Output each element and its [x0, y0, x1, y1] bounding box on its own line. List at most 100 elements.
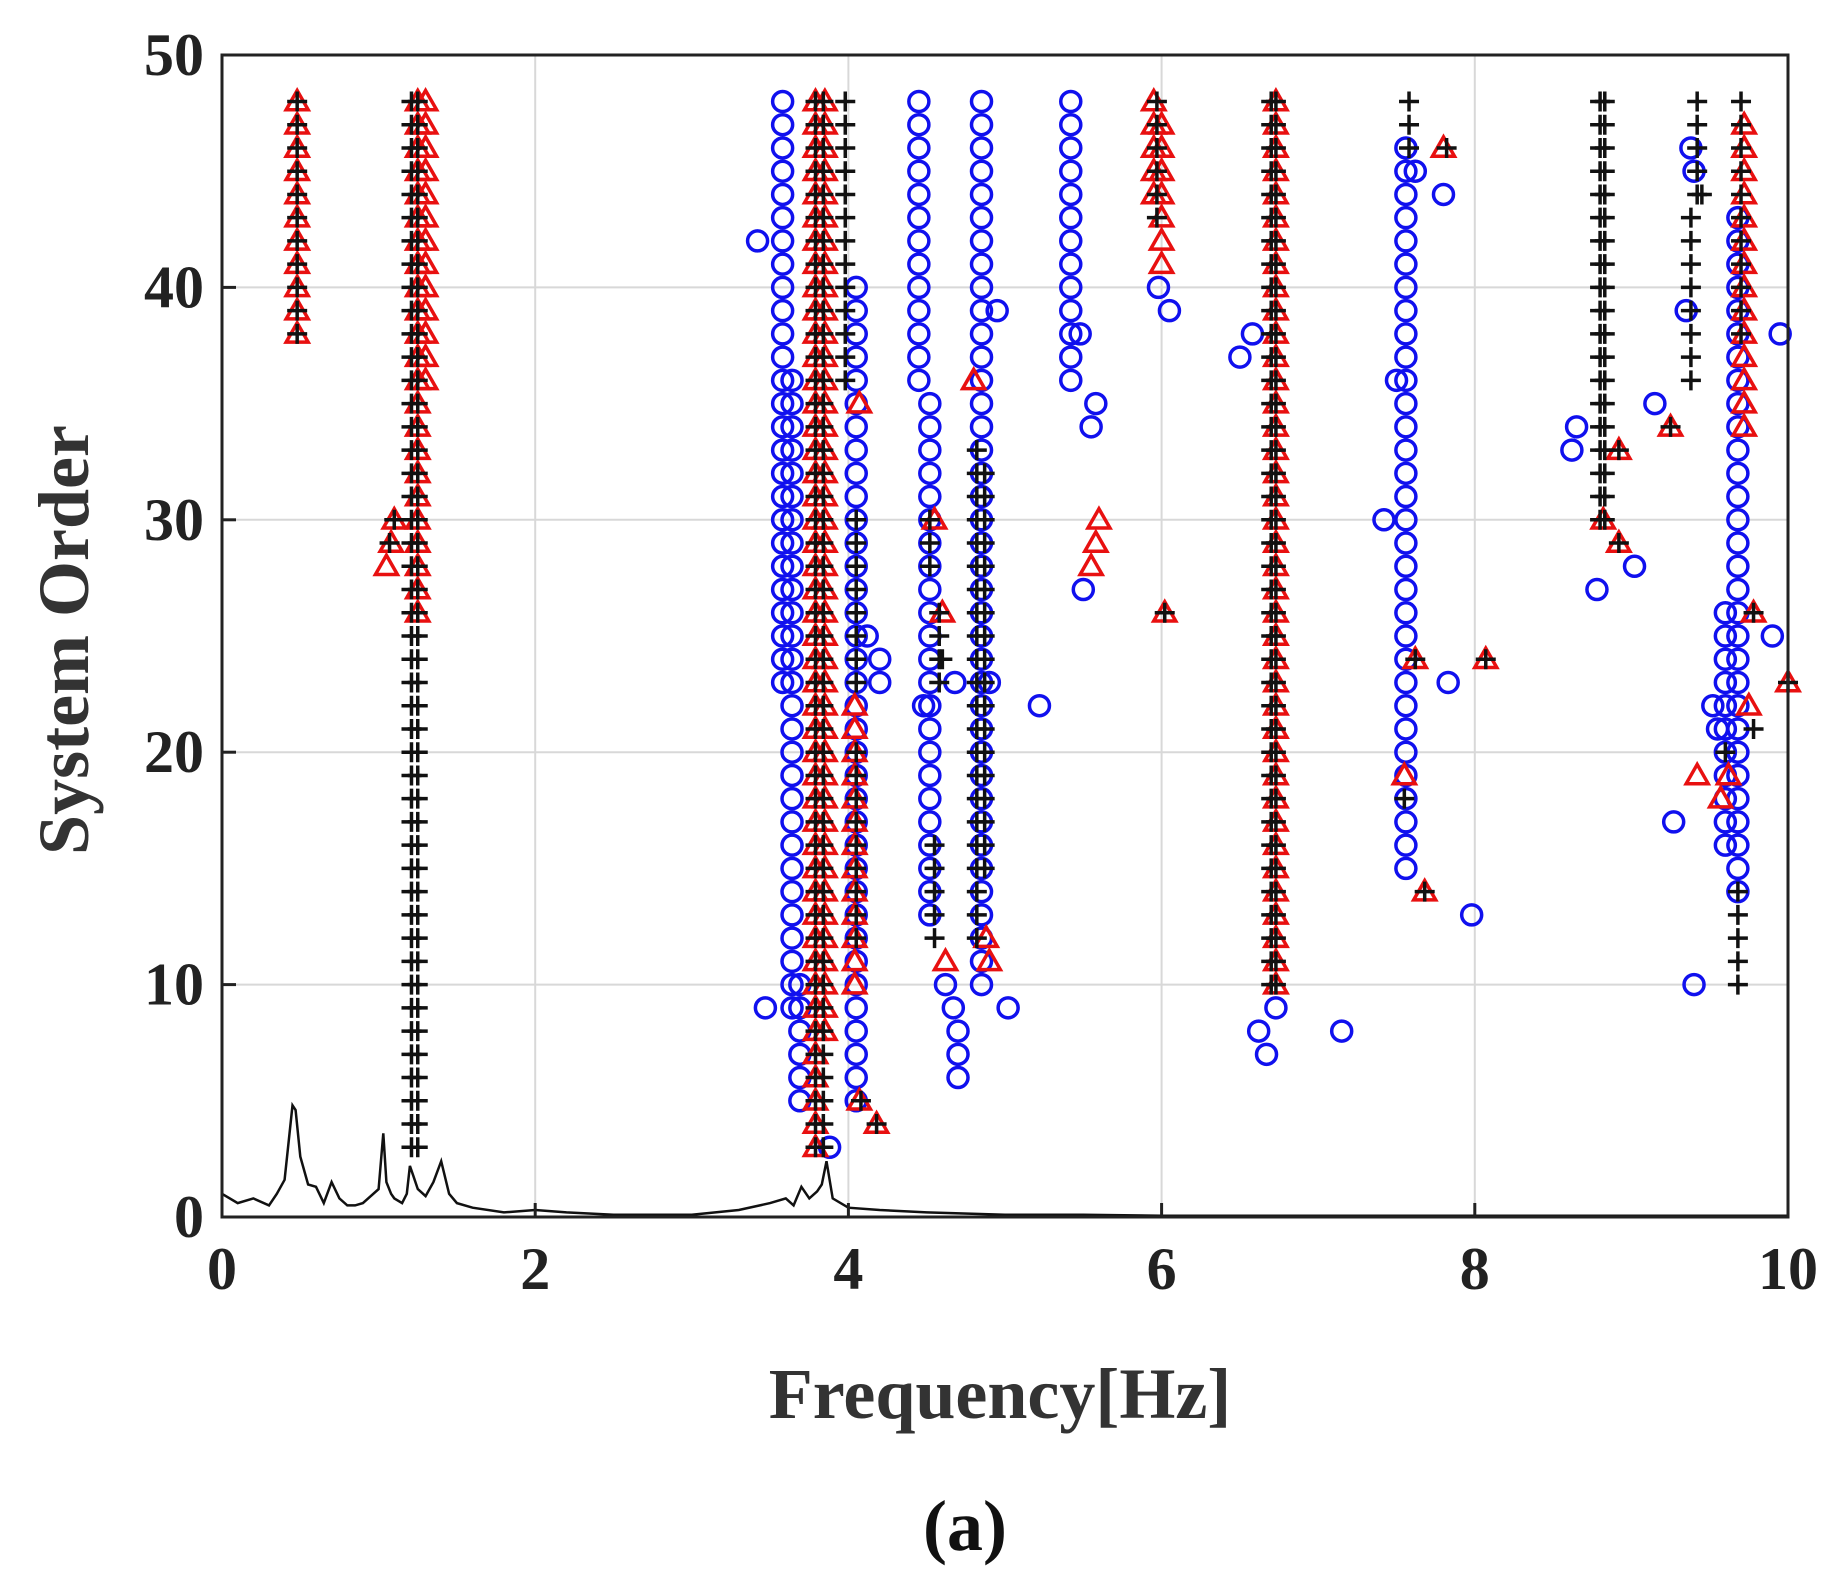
circle-marker: [907, 368, 931, 393]
circle-marker: [1585, 577, 1609, 602]
circle-marker: [1059, 89, 1083, 114]
plus-marker: [1594, 114, 1615, 135]
x-tick-label: 10: [1758, 1236, 1818, 1302]
circle-marker: [1403, 159, 1428, 183]
plus-marker: [813, 509, 834, 530]
plus-marker: [1399, 137, 1420, 158]
y-tick-label: 10: [144, 952, 204, 1018]
plus-marker: [407, 230, 428, 251]
plus-marker: [813, 161, 834, 182]
circle-marker: [1726, 484, 1750, 509]
plus-marker: [813, 765, 834, 786]
circle-marker: [1726, 856, 1750, 881]
circle-marker: [1394, 322, 1418, 346]
circle-marker: [969, 182, 994, 207]
plus-marker: [1727, 951, 1748, 972]
circle-marker: [1726, 531, 1750, 555]
circle-marker: [1059, 112, 1083, 137]
triangle-marker: [840, 691, 869, 716]
circle-marker: [770, 484, 795, 509]
plus-marker: [1660, 416, 1681, 437]
plus-marker: [1715, 742, 1736, 763]
plus-marker: [813, 858, 834, 879]
plus-marker: [846, 811, 867, 832]
plus-marker: [1594, 91, 1615, 112]
circle-marker: [1726, 833, 1750, 857]
circle-marker: [1726, 670, 1750, 695]
x-tick-label: 2: [520, 1236, 550, 1302]
plus-marker: [1687, 91, 1708, 112]
circle-marker: [780, 996, 804, 1020]
circle-marker: [780, 717, 804, 741]
plus-marker: [846, 881, 867, 902]
plus-marker: [407, 416, 428, 437]
plus-marker: [1594, 463, 1615, 484]
plus-marker: [974, 626, 995, 646]
plus-marker: [924, 858, 945, 879]
plus-marker: [1265, 858, 1286, 879]
plus-marker: [287, 323, 308, 344]
triangle-marker: [959, 365, 988, 391]
plus-marker: [1394, 788, 1415, 809]
circle-marker: [844, 484, 868, 509]
circle-marker: [1726, 438, 1750, 462]
triangle-marker: [1714, 760, 1743, 786]
circle-marker: [1059, 322, 1083, 346]
plus-marker: [1265, 579, 1286, 600]
circle-marker: [770, 345, 795, 369]
plus-marker: [407, 509, 428, 530]
plus-marker: [919, 533, 940, 554]
plus-marker: [287, 207, 308, 228]
plus-marker: [1265, 602, 1286, 623]
plus-marker: [407, 370, 428, 391]
plus-marker: [1265, 556, 1286, 577]
plus-marker: [1265, 811, 1286, 832]
circle-marker: [780, 577, 804, 602]
plus-marker: [813, 1044, 834, 1065]
triangle-marker: [840, 714, 869, 739]
plus-marker: [1608, 440, 1629, 461]
plus-marker: [407, 649, 428, 670]
circle-marker: [1661, 810, 1686, 834]
triangle-marker: [840, 970, 869, 995]
plus-marker: [813, 1067, 834, 1088]
plus-marker: [407, 811, 428, 832]
plus-marker: [287, 137, 308, 158]
circle-marker: [1713, 693, 1738, 718]
triangle-marker: [1390, 760, 1419, 786]
circle-marker: [844, 996, 868, 1020]
plus-marker: [924, 835, 945, 856]
plus-marker: [1594, 393, 1615, 414]
plus-marker: [813, 626, 834, 646]
plus-marker: [813, 91, 834, 112]
plus-marker: [813, 997, 834, 1018]
circle-marker: [933, 972, 958, 997]
plus-marker: [974, 509, 995, 530]
plus-marker: [966, 440, 987, 461]
plus-marker: [407, 602, 428, 623]
plus-marker: [813, 788, 834, 809]
circle-marker: [1726, 810, 1750, 834]
triangle-marker: [1683, 760, 1712, 786]
plus-marker: [846, 579, 867, 600]
circle-marker: [1701, 693, 1725, 718]
circle-marker: [1394, 624, 1418, 648]
plus-marker: [846, 835, 867, 856]
circle-marker: [907, 275, 931, 300]
plus-marker: [1594, 254, 1615, 275]
plus-marker: [1680, 254, 1701, 275]
plus-marker: [835, 277, 856, 298]
triangle-marker: [1730, 412, 1759, 437]
circle-marker: [770, 531, 795, 555]
circle-marker: [1059, 229, 1083, 253]
plus-marker: [1265, 904, 1286, 925]
circle-marker: [770, 159, 795, 183]
plus-marker: [379, 533, 400, 554]
plus-marker: [924, 928, 945, 949]
circle-marker: [907, 229, 931, 253]
triangle-marker: [1077, 551, 1106, 577]
plus-marker: [1608, 533, 1629, 554]
circle-marker: [1394, 205, 1418, 230]
triangle-marker: [1147, 249, 1176, 275]
plus-marker: [1731, 137, 1752, 158]
